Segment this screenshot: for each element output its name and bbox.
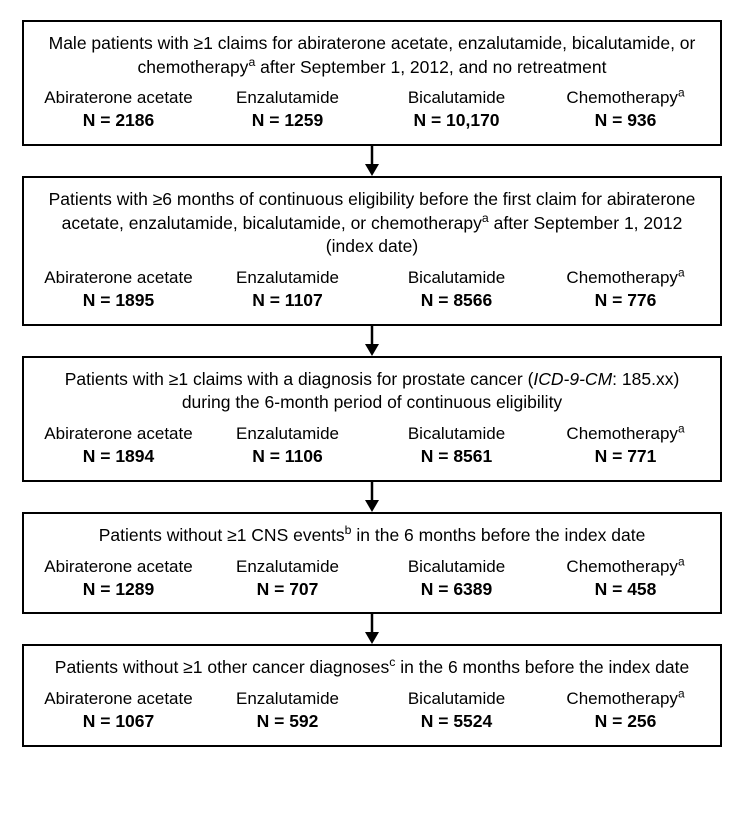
cohort-col: BicalutamideN = 10,170 — [376, 87, 537, 132]
cohort-n: N = 707 — [207, 578, 368, 601]
cohort-n: N = 1895 — [38, 289, 199, 312]
cohort-col: EnzalutamideN = 1106 — [207, 423, 368, 468]
cohort-label: Abiraterone acetate — [38, 87, 199, 109]
cohort-n: N = 256 — [545, 710, 706, 733]
cohort-n: N = 936 — [545, 109, 706, 132]
cohort-col: EnzalutamideN = 707 — [207, 556, 368, 601]
cohort-label: Abiraterone acetate — [38, 688, 199, 710]
step-title: Patients without ≥1 other cancer diagnos… — [38, 656, 706, 680]
cohort-n: N = 1107 — [207, 289, 368, 312]
cohort-n: N = 1106 — [207, 445, 368, 468]
cohort-col: BicalutamideN = 6389 — [376, 556, 537, 601]
cohort-label: Enzalutamide — [207, 688, 368, 710]
cohort-col: BicalutamideN = 5524 — [376, 688, 537, 733]
cohort-label: Abiraterone acetate — [38, 423, 199, 445]
cohort-col: BicalutamideN = 8566 — [376, 267, 537, 312]
cohort-n: N = 1894 — [38, 445, 199, 468]
cohort-col: ChemotherapyaN = 771 — [545, 423, 706, 468]
cohort-label: Enzalutamide — [207, 423, 368, 445]
flow-arrow — [362, 146, 382, 176]
cohort-col: EnzalutamideN = 1107 — [207, 267, 368, 312]
patient-selection-flowchart: Male patients with ≥1 claims for abirate… — [20, 20, 724, 747]
cohort-col: ChemotherapyaN = 936 — [545, 87, 706, 132]
cohort-label: Chemotherapya — [545, 556, 706, 578]
cohort-col: EnzalutamideN = 1259 — [207, 87, 368, 132]
cohort-row: Abiraterone acetateN = 1067EnzalutamideN… — [38, 688, 706, 733]
cohort-col: ChemotherapyaN = 776 — [545, 267, 706, 312]
cohort-col: ChemotherapyaN = 256 — [545, 688, 706, 733]
cohort-label: Bicalutamide — [376, 87, 537, 109]
cohort-col: Abiraterone acetateN = 1894 — [38, 423, 199, 468]
cohort-n: N = 1259 — [207, 109, 368, 132]
cohort-n: N = 2186 — [38, 109, 199, 132]
cohort-label: Bicalutamide — [376, 267, 537, 289]
cohort-n: N = 771 — [545, 445, 706, 468]
cohort-label: Abiraterone acetate — [38, 556, 199, 578]
cohort-label: Bicalutamide — [376, 423, 537, 445]
cohort-label: Enzalutamide — [207, 556, 368, 578]
cohort-n: N = 1067 — [38, 710, 199, 733]
cohort-label: Chemotherapya — [545, 87, 706, 109]
cohort-row: Abiraterone acetateN = 1289EnzalutamideN… — [38, 556, 706, 601]
flow-arrow — [362, 482, 382, 512]
cohort-label: Enzalutamide — [207, 87, 368, 109]
cohort-label: Chemotherapya — [545, 423, 706, 445]
cohort-n: N = 1289 — [38, 578, 199, 601]
cohort-n: N = 6389 — [376, 578, 537, 601]
flow-step-3: Patients with ≥1 claims with a diagnosis… — [22, 356, 722, 482]
step-title: Patients without ≥1 CNS eventsb in the 6… — [38, 524, 706, 548]
cohort-n: N = 776 — [545, 289, 706, 312]
flow-step-2: Patients with ≥6 months of continuous el… — [22, 176, 722, 326]
step-title: Patients with ≥6 months of continuous el… — [38, 188, 706, 259]
cohort-label: Enzalutamide — [207, 267, 368, 289]
cohort-row: Abiraterone acetateN = 2186EnzalutamideN… — [38, 87, 706, 132]
cohort-label: Chemotherapya — [545, 267, 706, 289]
cohort-n: N = 10,170 — [376, 109, 537, 132]
cohort-label: Abiraterone acetate — [38, 267, 199, 289]
cohort-col: Abiraterone acetateN = 1895 — [38, 267, 199, 312]
flow-step-5: Patients without ≥1 other cancer diagnos… — [22, 644, 722, 746]
step-title: Male patients with ≥1 claims for abirate… — [38, 32, 706, 79]
flow-arrow — [362, 326, 382, 356]
cohort-n: N = 458 — [545, 578, 706, 601]
cohort-col: Abiraterone acetateN = 1067 — [38, 688, 199, 733]
flow-step-1: Male patients with ≥1 claims for abirate… — [22, 20, 722, 146]
cohort-n: N = 8561 — [376, 445, 537, 468]
cohort-row: Abiraterone acetateN = 1894EnzalutamideN… — [38, 423, 706, 468]
cohort-n: N = 592 — [207, 710, 368, 733]
cohort-label: Bicalutamide — [376, 688, 537, 710]
flow-step-4: Patients without ≥1 CNS eventsb in the 6… — [22, 512, 722, 614]
cohort-label: Bicalutamide — [376, 556, 537, 578]
cohort-n: N = 5524 — [376, 710, 537, 733]
cohort-col: ChemotherapyaN = 458 — [545, 556, 706, 601]
flow-arrow — [362, 614, 382, 644]
cohort-n: N = 8566 — [376, 289, 537, 312]
step-title: Patients with ≥1 claims with a diagnosis… — [38, 368, 706, 415]
cohort-label: Chemotherapya — [545, 688, 706, 710]
cohort-col: Abiraterone acetateN = 1289 — [38, 556, 199, 601]
cohort-col: Abiraterone acetateN = 2186 — [38, 87, 199, 132]
cohort-col: BicalutamideN = 8561 — [376, 423, 537, 468]
cohort-col: EnzalutamideN = 592 — [207, 688, 368, 733]
cohort-row: Abiraterone acetateN = 1895EnzalutamideN… — [38, 267, 706, 312]
